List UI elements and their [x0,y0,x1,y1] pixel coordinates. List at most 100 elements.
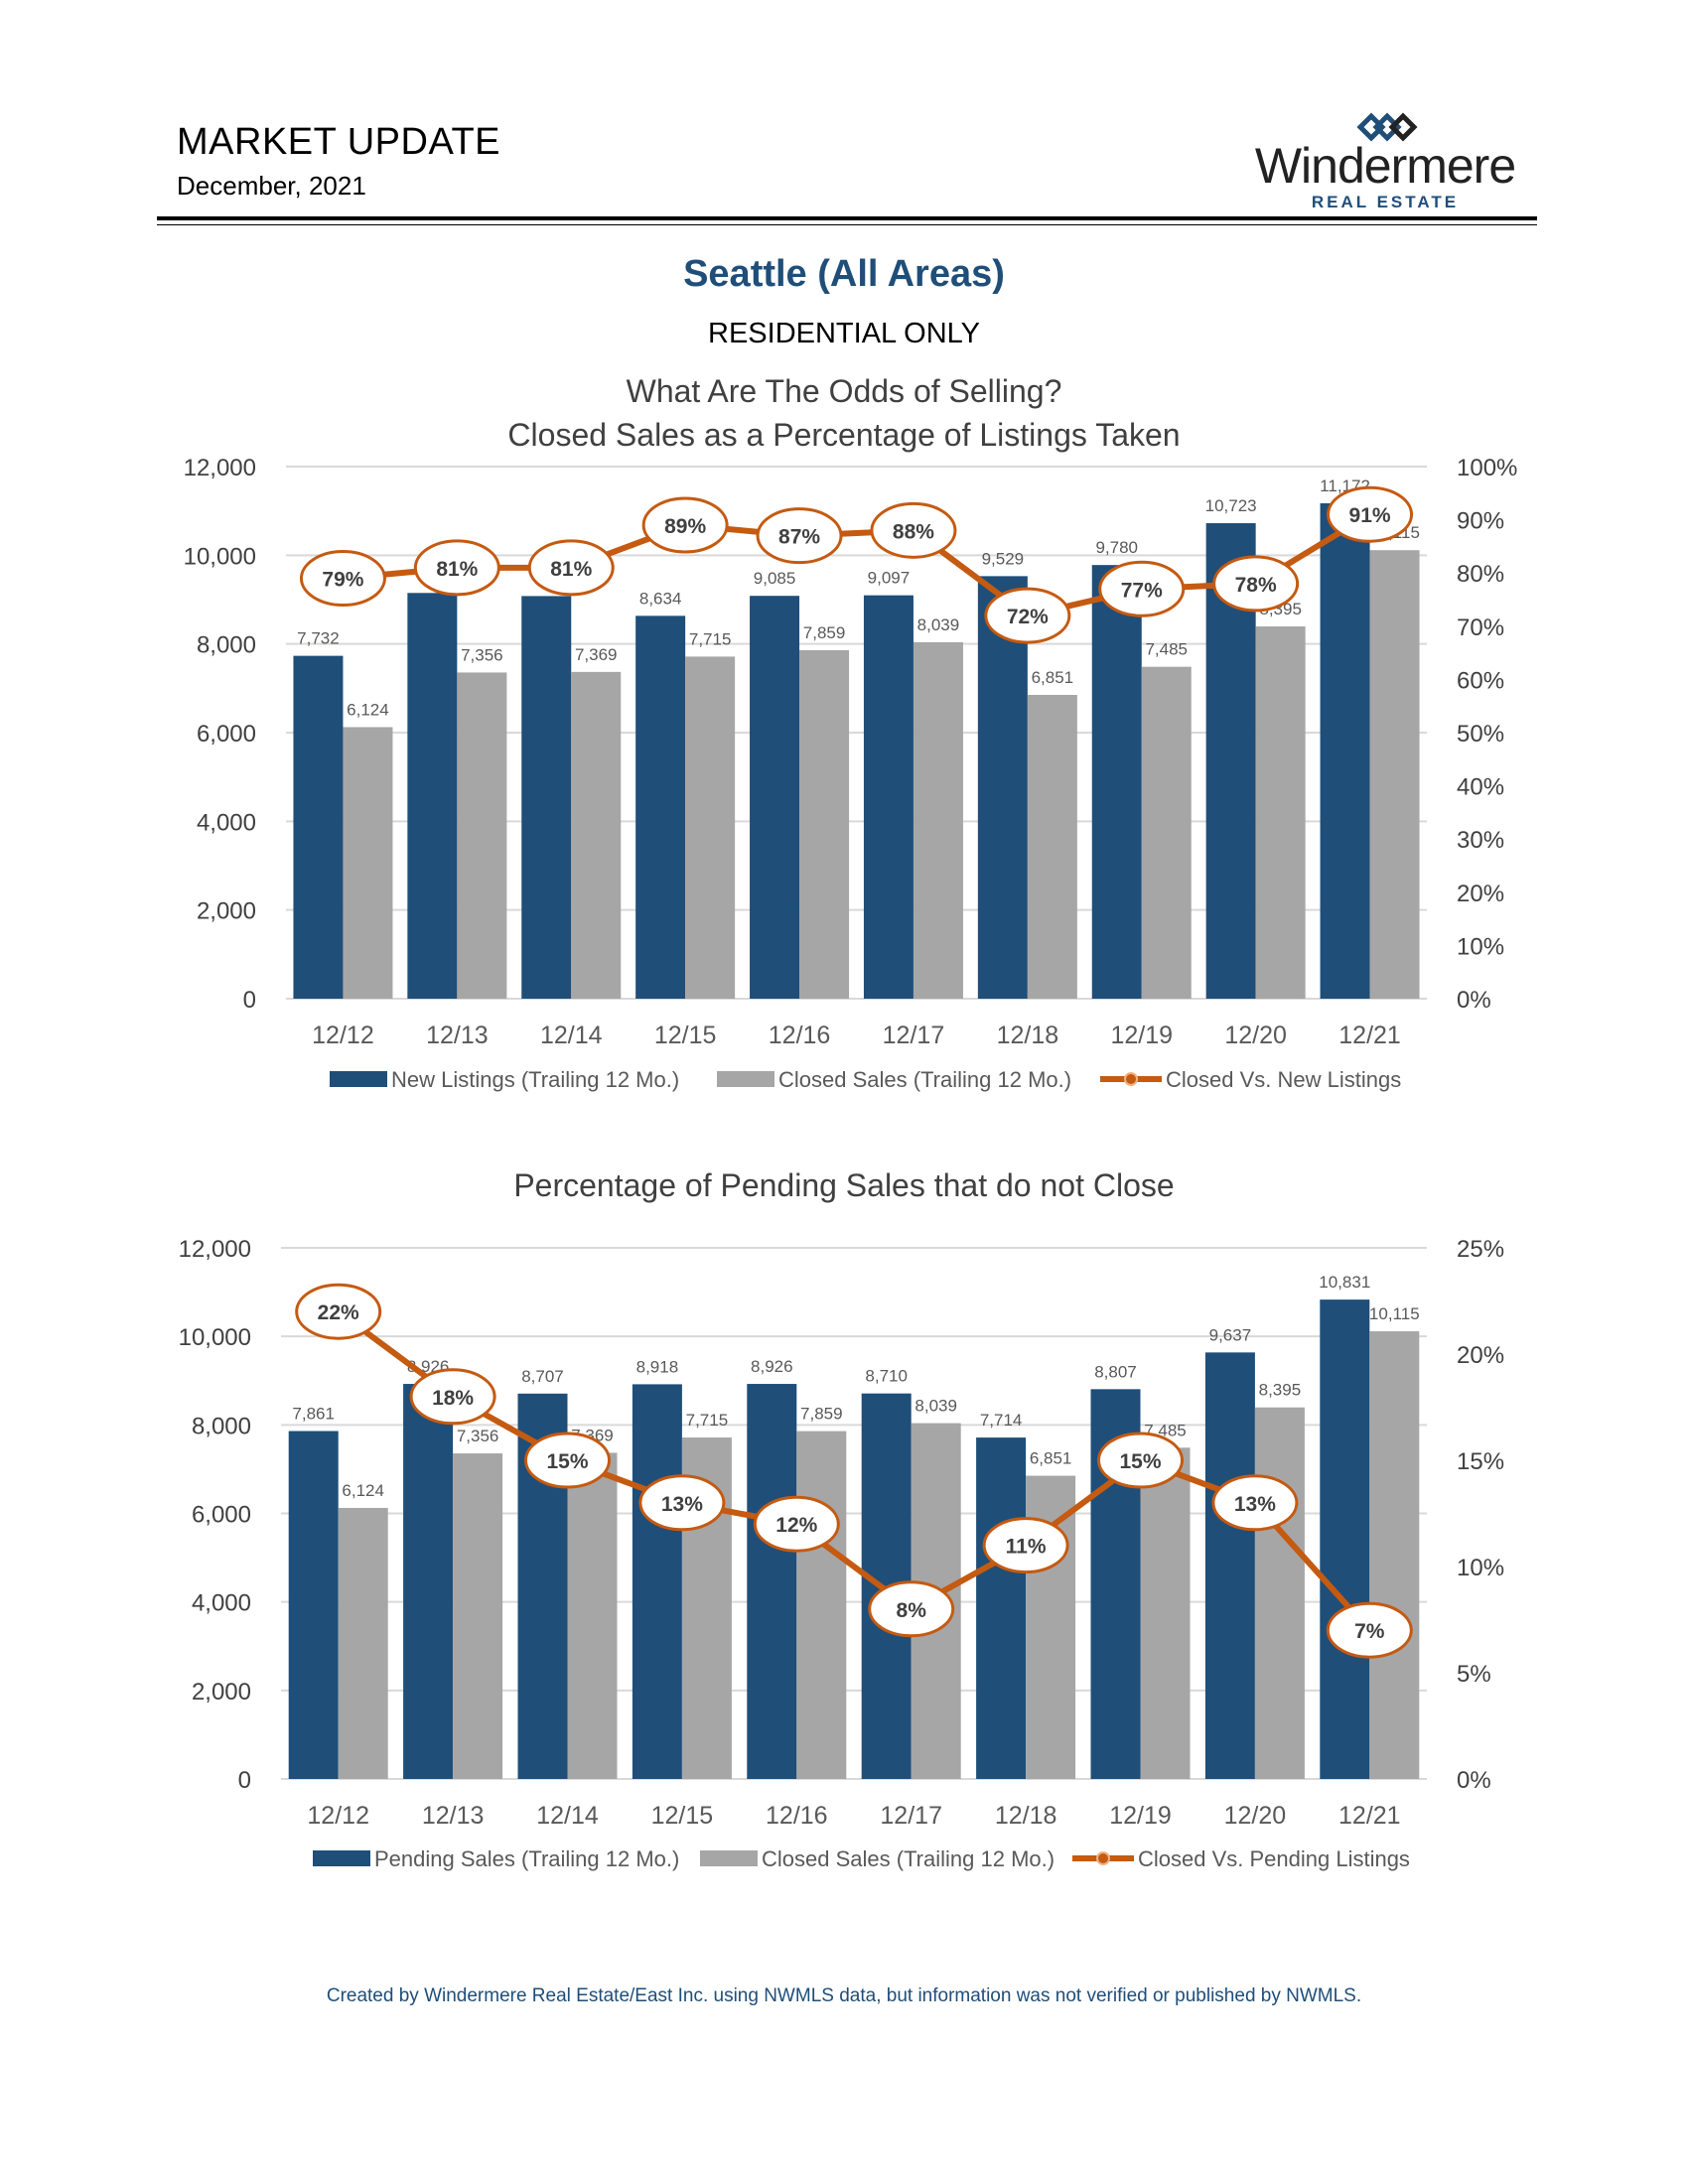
windermere-diamond-icon [1356,112,1418,142]
chart2-y-tick-label: 8,000 [192,1413,251,1439]
chart2-line-point [1211,1474,1299,1532]
chart2-x-tick-label: 12/20 [1224,1802,1287,1830]
chart1-bar-data-label: 8,039 [917,615,960,634]
chart1-line-data-label: 72% [1007,606,1049,628]
chart2-bar-bar-primary [288,1431,339,1779]
chart1-bar-bar-secondary [1027,694,1077,999]
chart1-x-tick-label: 12/14 [540,1022,603,1049]
chart2-bar-data-label: 10,831 [1319,1273,1370,1292]
chart1-bar-bar-secondary [1255,626,1306,999]
chart1-line-data-label: 88% [893,520,934,543]
chart1-y-tick-label: 12,000 [184,455,256,481]
chart1-bar-bar-secondary [343,727,393,999]
chart1-bar-data-label: 9,780 [1095,538,1138,557]
chart1-y-tick-label: 10,000 [184,543,256,570]
chart1-line-point [1327,485,1414,543]
chart1-bar-bar-primary [407,593,458,999]
chart1-bar-bar-primary [521,596,572,999]
chart1-y-tick-label: 8,000 [197,632,256,659]
chart1-bar-data-label: 8,634 [639,589,682,608]
odds-of-selling-chart: What Are The Odds of Selling? Closed Sale… [184,373,1518,1092]
chart2-y-tick-label: 12,000 [179,1236,251,1263]
chart2-y-tick-label: 4,000 [192,1590,251,1617]
chart1-bar-data-label: 7,732 [297,629,340,648]
chart2-bar-bar-secondary [1140,1447,1191,1779]
chart1-bar-data-label: 7,356 [461,645,503,664]
residential-subtitle: RESIDENTIAL ONLY [708,318,980,349]
windermere-logo: Windermere REAL ESTATE [1241,109,1529,218]
chart1-x-tick-label: 12/15 [654,1022,717,1049]
chart1-bar-data-label: 7,485 [1145,640,1188,659]
chart2-line-data-label: 15% [1119,1450,1161,1473]
chart2-line-point [409,1368,496,1426]
region-title: Seattle (All Areas) [683,253,1005,295]
chart2-bar-bar-primary [976,1437,1027,1779]
chart1-y2-tick-label: 20% [1457,881,1504,907]
chart1-bar-data-label: 6,851 [1032,668,1074,687]
chart2-legend-swatch-secondary [700,1850,758,1866]
chart1-legend-label: New Listings (Trailing 12 Mo.) [391,1067,679,1092]
chart2-y-tick-label: 6,000 [192,1502,251,1529]
chart1-y2-tick-label: 90% [1457,508,1504,535]
chart1-y2-tick-label: 10% [1457,933,1504,960]
chart1-line-point [984,587,1071,644]
chart1-x-tick-label: 12/16 [769,1022,831,1049]
chart1-line-series [343,511,1372,619]
chart1-bar-data-label: 10,723 [1205,496,1257,515]
chart2-bar-data-label: 7,859 [800,1405,843,1424]
chart1-bar-bar-secondary [457,672,507,999]
chart1-bar-data-label: 6,124 [347,700,389,719]
chart1-y2-tick-label: 70% [1457,614,1504,641]
chart1-x-tick-label: 12/20 [1224,1022,1287,1049]
chart1-bar-bar-primary [1320,502,1370,999]
chart1-bar-bar-secondary [799,649,850,999]
chart2-legend-marker [1096,1851,1110,1865]
chart2-bar-data-label: 8,039 [914,1397,957,1416]
chart1-line-point [870,501,957,559]
chart1-bar-bar-primary [635,615,686,999]
header-rule-thin [157,224,1537,225]
chart1-legend-swatch-primary [330,1071,387,1087]
chart2-x-tick-label: 12/13 [422,1802,485,1830]
chart1-bar-data-label: 9,529 [982,549,1025,568]
chart2-bar-bar-secondary [453,1453,503,1779]
chart1-y-tick-label: 2,000 [197,898,256,925]
chart2-line-point [638,1474,726,1532]
chart1-x-tick-label: 12/21 [1338,1022,1401,1049]
chart1-bar-data-label: 7,715 [689,629,732,648]
chart1-y2-tick-label: 0% [1457,987,1491,1014]
chart1-x-tick-label: 12/18 [997,1022,1059,1049]
chart2-bar-data-label: 8,918 [636,1357,679,1376]
chart2-bar-data-label: 8,710 [865,1367,908,1386]
chart1-bar-data-label: 9,097 [868,569,911,588]
chart1-y2-tick-label: 60% [1457,667,1504,694]
chart1-line-data-label: 81% [436,558,478,581]
chart2-bar-data-label: 8,707 [521,1367,564,1386]
chart2-bar-data-label: 7,356 [457,1427,499,1445]
chart1-title: What Are The Odds of Selling? [627,373,1062,409]
chart2-bar-data-label: 7,715 [686,1411,729,1430]
chart1-line-data-label: 81% [550,558,592,581]
chart1-line-data-label: 78% [1235,574,1277,597]
chart1-bar-bar-primary [293,655,344,999]
chart1-line-point [299,550,386,608]
header-date: December, 2021 [177,171,366,201]
chart2-bar-data-label: 8,807 [1094,1362,1137,1381]
chart2-x-tick-label: 12/16 [766,1802,828,1830]
chart2-line-point [753,1495,840,1553]
chart2-bar-bar-primary [1204,1352,1255,1779]
chart2-bar-data-label: 9,637 [1209,1325,1252,1344]
chart1-line-data-label: 87% [778,526,820,549]
chart1-subtitle: Closed Sales as a Percentage of Listings… [507,417,1180,453]
chart2-line-data-label: 13% [661,1493,703,1516]
chart1-line-point [641,496,729,554]
chart2-bar-bar-primary [403,1384,454,1779]
chart1-bar-bar-primary [977,576,1028,999]
chart2-x-tick-label: 12/18 [995,1802,1057,1830]
chart1-line-point [756,507,843,565]
chart1-y2-tick-label: 30% [1457,827,1504,854]
chart2-bar-bar-secondary [1369,1331,1420,1779]
chart1-y2-tick-label: 40% [1457,774,1504,801]
chart2-line-data-label: 7% [1354,1620,1385,1643]
chart1-legend-label: Closed Sales (Trailing 12 Mo.) [778,1067,1071,1092]
